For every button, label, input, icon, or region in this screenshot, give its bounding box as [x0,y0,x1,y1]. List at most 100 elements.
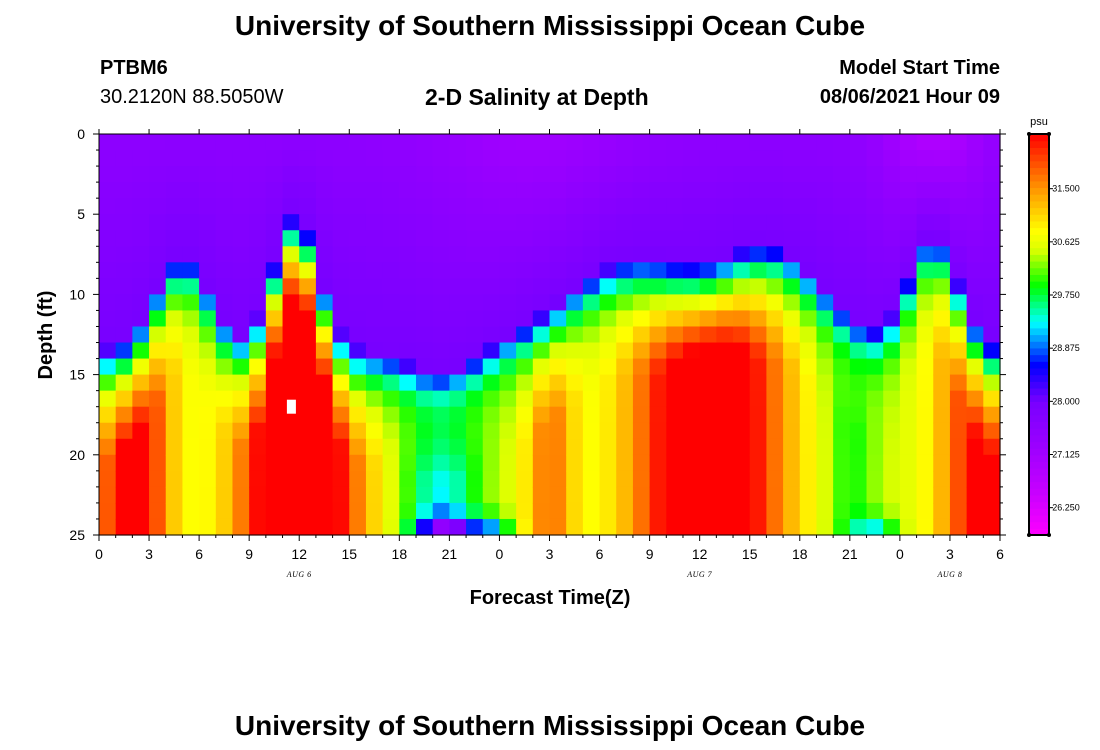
heatmap-cell [949,406,968,424]
heatmap-cell [499,390,517,408]
heatmap-cell [849,438,868,456]
heatmap-cell [416,150,434,167]
heatmap-cell [499,230,517,247]
heatmap-cell [616,470,634,488]
heatmap-cell [382,502,400,520]
heatmap-cell [549,374,567,392]
heatmap-cell [949,518,968,536]
heatmap-cell [599,246,617,263]
heatmap-cell [699,134,717,151]
heatmap-cell [99,262,117,279]
heatmap-cell [115,342,133,360]
heatmap-cell [816,278,834,295]
heatmap-cell [566,406,584,424]
heatmap-cell [282,486,300,504]
heatmap-cell [399,246,417,263]
heatmap-cell [582,358,601,376]
heatmap-cell [182,470,200,488]
heatmap-cell [466,198,484,215]
colorbar-band [1029,508,1049,516]
heatmap-cell [399,518,417,536]
heatmap-cell [949,326,968,344]
heatmap-cell [365,262,384,279]
heatmap-cell [232,198,250,215]
heatmap-cell [566,326,584,344]
heatmap-cell [399,422,417,440]
heatmap-cell [416,342,434,360]
heatmap-cell [866,470,884,488]
heatmap-cell [783,390,801,408]
heatmap-cell [916,166,934,183]
heatmap-cell [849,342,868,360]
heatmap-cell [866,342,884,360]
heatmap-cell [666,390,684,408]
heatmap-cell [983,390,1001,408]
heatmap-cell [516,374,534,392]
heatmap-cell [232,182,250,199]
heatmap-cell [682,390,701,408]
heatmap-cell [666,438,684,456]
heatmap-cell [966,246,984,263]
heatmap-cell [132,262,150,279]
heatmap-cell [149,406,167,424]
heatmap-cell [349,390,367,408]
heatmap-cell [899,230,918,247]
heatmap-cell [516,502,534,520]
heatmap-cell [733,454,751,472]
heatmap-cell [833,310,851,328]
heatmap-cell [816,262,834,279]
heatmap-cell [916,246,934,263]
heatmap-cell [682,518,701,536]
heatmap-cell [733,310,751,328]
heatmap-cell [816,310,834,328]
heatmap-cell [883,166,901,183]
x-tick-label: 15 [341,546,357,562]
heatmap-cell [282,294,300,312]
heatmap-cell [949,166,968,183]
heatmap-cell [616,262,634,279]
heatmap-cell [349,134,367,151]
heatmap-cell [566,150,584,167]
heatmap-cell [182,326,200,344]
heatmap-cell [933,230,951,247]
heatmap-cell [966,470,984,488]
heatmap-cell [666,374,684,392]
heatmap-cell [499,182,517,199]
x-tick-label: 0 [896,546,904,562]
heatmap-cell [149,374,167,392]
heatmap-cell [232,454,250,472]
colorbar-band [1029,401,1049,409]
heatmap-cell [733,150,751,167]
heatmap-cell [165,150,184,167]
x-axis-title: Forecast Time(Z) [470,587,631,609]
colorbar-tick-label: 27.125 [1052,449,1080,459]
heatmap-cell [516,230,534,247]
x-tick-label: 21 [442,546,458,562]
heatmap-cell [699,182,717,199]
heatmap-cell [165,518,184,536]
y-tick-label: 15 [69,367,85,383]
heatmap-cell [699,294,717,312]
heatmap-cell [265,278,284,295]
heatmap-cell [849,310,868,328]
heatmap-cell [249,326,267,344]
heatmap-cell [749,294,768,312]
heatmap-cell [315,454,334,472]
heatmap-cell [282,214,300,231]
heatmap-cell [132,310,150,328]
heatmap-cell [649,182,667,199]
heatmap-cell [632,502,651,520]
heatmap-cell [399,438,417,456]
heatmap-cell [666,230,684,247]
heatmap-cell [249,230,267,247]
heatmap-cell [399,150,417,167]
heatmap-cell [766,454,784,472]
colorbar-band [1029,174,1049,182]
heatmap-cell [883,502,901,520]
heatmap-cell [365,326,384,344]
heatmap-cell [766,406,784,424]
heatmap-cell [232,502,250,520]
heatmap-cell [432,502,450,520]
heatmap-cell [115,246,133,263]
heatmap-cell [482,406,501,424]
